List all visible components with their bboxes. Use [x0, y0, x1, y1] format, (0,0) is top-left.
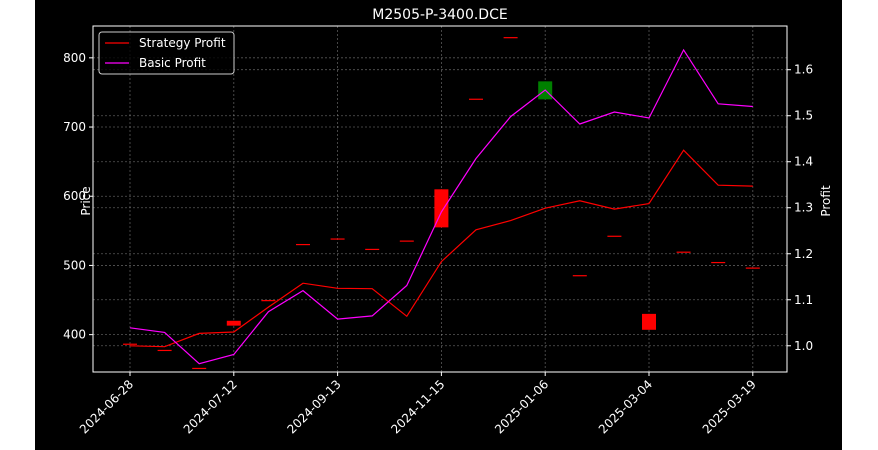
candle-body [607, 235, 622, 237]
legend-label-basic: Basic Profit [139, 56, 206, 70]
x-tick-label: 2024-06-28 [77, 377, 136, 436]
right-axis: 1.0 1.1 1.2 1.3 1.4 1.5 1.6 [787, 63, 813, 353]
right-tick-label: 1.5 [794, 109, 813, 123]
right-tick-label: 1.3 [794, 201, 813, 215]
chart-title: M2505-P-3400.DCE [372, 7, 507, 23]
candle-body [399, 240, 414, 242]
left-tick-label: 400 [63, 328, 86, 342]
legend-box [98, 31, 235, 75]
legend: Strategy Profit Basic Profit [98, 31, 235, 75]
right-tick-label: 1.2 [794, 247, 813, 261]
left-tick-label: 700 [63, 120, 86, 134]
right-axis-label: Profit [819, 185, 833, 217]
candles [123, 37, 760, 370]
candle-body [572, 275, 587, 277]
candle-body [192, 367, 207, 370]
x-tick-label: 2024-07-12 [181, 377, 240, 436]
left-axis-label: Price [79, 186, 93, 215]
x-axis: 2024-06-28 2024-07-12 2024-09-13 2024-11-15… [77, 372, 759, 436]
candle-body [330, 238, 345, 240]
left-tick-label: 800 [63, 51, 86, 65]
left-tick-label: 500 [63, 258, 86, 272]
plot-frame [92, 25, 788, 373]
candle-body [434, 189, 449, 228]
candle-body [226, 320, 241, 326]
right-tick-label: 1.4 [794, 155, 813, 169]
candle-body [642, 313, 656, 330]
candle-body [157, 349, 172, 352]
basic-profit-line [129, 48, 753, 365]
candle-body [676, 251, 691, 253]
left-tick-label: 600 [63, 189, 86, 203]
chart-figure: M2505-P-3400.DCE 400 500 600 700 800 1.0 1.1 1… [35, 0, 842, 450]
candle-body [296, 243, 310, 246]
x-tick-label: 2025-01-06 [492, 377, 551, 436]
strategy-profit-line [129, 149, 753, 348]
candle-body [365, 248, 380, 251]
candle-body [503, 37, 518, 39]
x-tick-label: 2024-09-13 [285, 377, 344, 436]
left-axis: 400 500 600 700 800 [63, 51, 93, 342]
candle-body [711, 261, 726, 264]
x-tick-label: 2025-03-19 [700, 377, 759, 436]
legend-label-strategy: Strategy Profit [139, 36, 226, 50]
x-tick-label: 2024-11-15 [388, 377, 447, 436]
right-tick-label: 1.0 [794, 339, 813, 353]
candle-body [745, 267, 760, 269]
candle-body [469, 98, 483, 100]
right-tick-label: 1.6 [794, 63, 813, 77]
x-tick-label: 2025-03-04 [596, 377, 655, 436]
right-tick-label: 1.1 [794, 293, 813, 307]
candle-body [123, 343, 137, 345]
candle-body [261, 300, 276, 302]
profit-lines [129, 48, 753, 365]
